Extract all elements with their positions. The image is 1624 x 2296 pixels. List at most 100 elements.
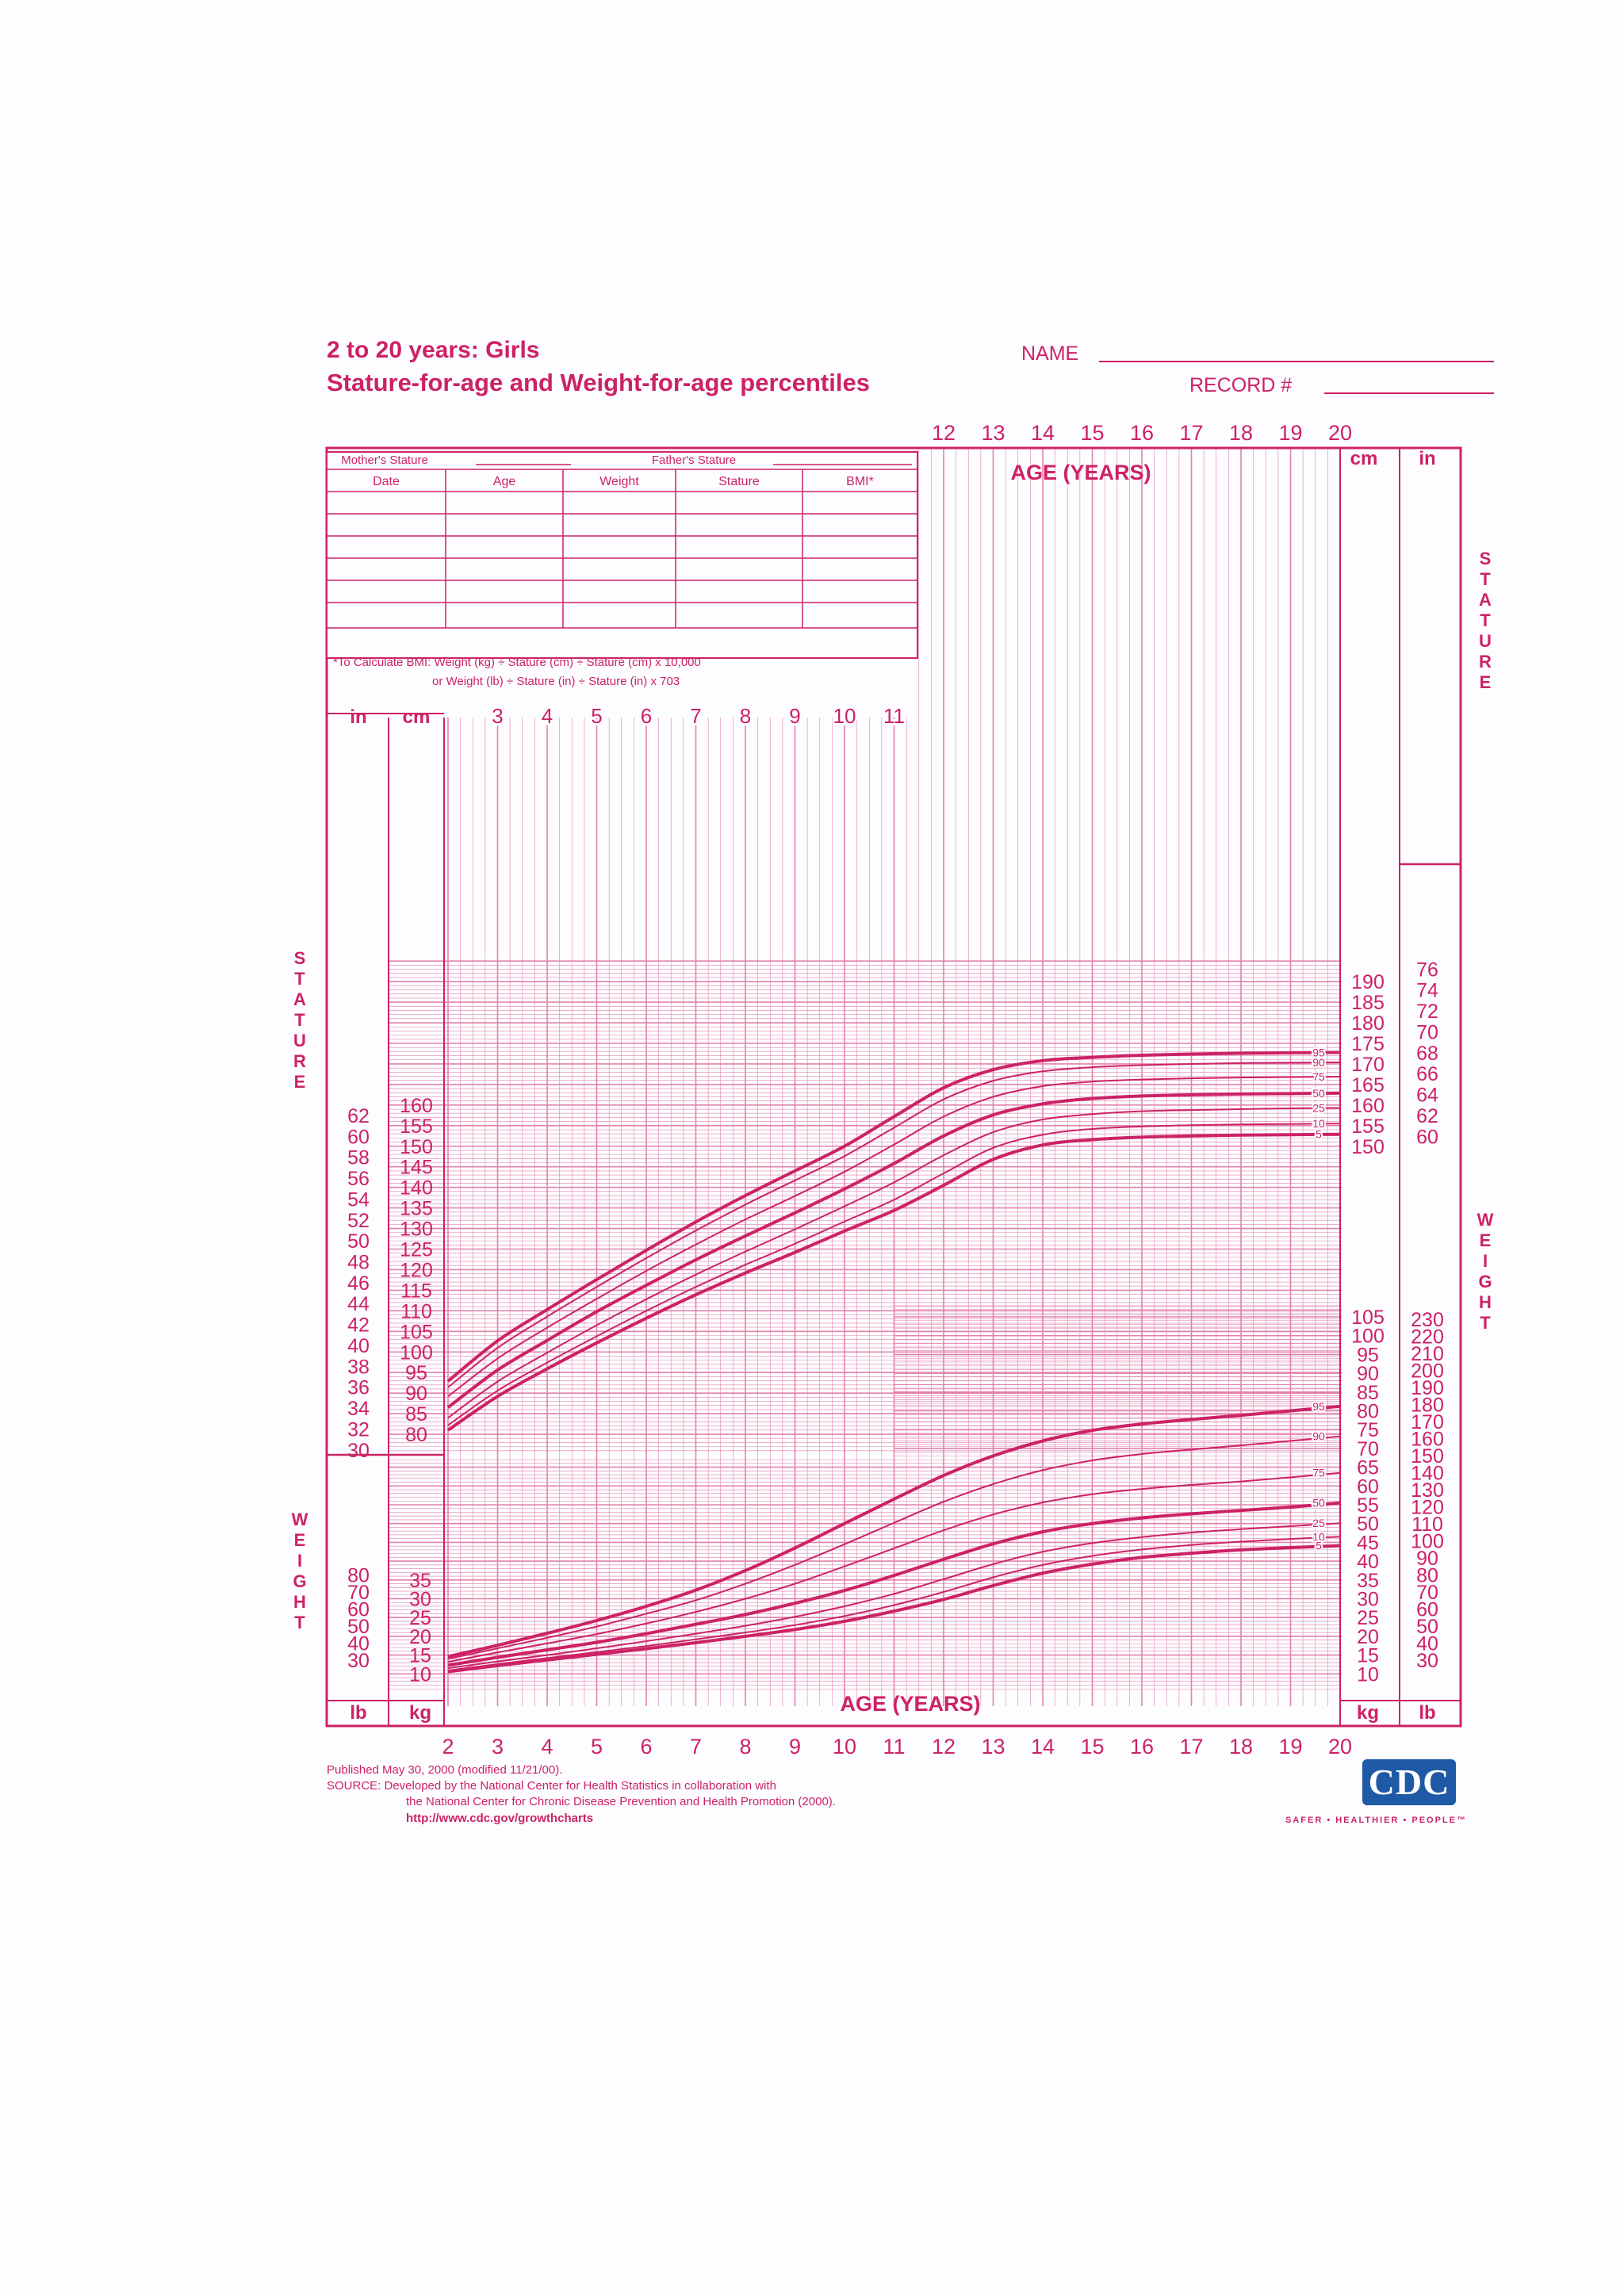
- svg-text:G: G: [293, 1571, 306, 1591]
- weight-right-kg-tick: 80: [1357, 1401, 1379, 1423]
- mother-stature-label: Mother's Stature: [341, 453, 428, 467]
- svg-text:G: G: [1478, 1272, 1492, 1292]
- chart-frame: [325, 446, 1462, 1728]
- x-tick-bottom: 2: [442, 1735, 454, 1758]
- weight-right-lb-tick: 70: [1416, 1582, 1438, 1604]
- weight-right-lb-tick: 180: [1411, 1395, 1444, 1417]
- weight-right-kg-tick: 65: [1357, 1457, 1379, 1479]
- x-tick-bottom: 3: [492, 1735, 504, 1758]
- weight-curve-p10: [447, 1536, 1341, 1672]
- weight-percentile-label-p10: 10: [1312, 1530, 1325, 1543]
- stature-percentile-label-p50: 50: [1312, 1087, 1325, 1100]
- weight-right-lb-tick: 200: [1411, 1360, 1444, 1383]
- stature-right-cm-tick: 160: [1351, 1095, 1385, 1117]
- stature-right-in-tick: 62: [1416, 1105, 1438, 1127]
- record-table: [326, 451, 918, 659]
- weight-percentile-label-p50: 50: [1312, 1497, 1325, 1510]
- weight-right-kg-tick: 45: [1357, 1532, 1379, 1554]
- record-table-header: Age: [493, 475, 516, 488]
- weight-curve-p50: [447, 1501, 1341, 1667]
- stature-left-cm-tick: 155: [400, 1115, 433, 1138]
- weight-right-unit-kg: kg: [1357, 1702, 1379, 1724]
- weight-percentile-label-p90: 90: [1312, 1430, 1325, 1443]
- stature-right-cm-tick: 155: [1351, 1115, 1385, 1138]
- x-tick-stature-inner: 4: [542, 704, 553, 728]
- x-tick-bottom: 16: [1130, 1735, 1154, 1758]
- svg-text:I: I: [1483, 1251, 1488, 1271]
- x-axis-label-bottom: AGE (YEARS): [840, 1692, 980, 1716]
- x-tick-stature-inner: 3: [492, 704, 503, 728]
- x-tick-stature-inner: 9: [789, 704, 800, 728]
- weight-left-lb-tick: 50: [347, 1616, 370, 1638]
- stature-percentile-label-p90: 90: [1312, 1056, 1325, 1069]
- weight-right-kg-tick: 10: [1357, 1663, 1379, 1686]
- record-field[interactable]: [1324, 392, 1494, 394]
- stature-left-in-tick: 40: [347, 1335, 370, 1357]
- page-title: 2 to 20 years: Girls: [327, 337, 540, 363]
- bmi-note-line-1: *To Calculate BMI: Weight (kg) ÷ Stature…: [333, 656, 701, 669]
- grid-lines: [389, 448, 1342, 1706]
- weight-right-lb-tick: 60: [1416, 1599, 1438, 1621]
- x-tick-top: 12: [932, 421, 956, 445]
- stature-left-in-tick: 48: [347, 1251, 370, 1273]
- svg-text:H: H: [293, 1592, 306, 1612]
- x-tick-bottom: 13: [981, 1735, 1005, 1758]
- weight-curve-p95: [447, 1404, 1341, 1659]
- stature-right-in-tick: 66: [1416, 1063, 1438, 1085]
- svg-text:S: S: [1480, 549, 1492, 568]
- svg-text:W: W: [1477, 1210, 1494, 1230]
- svg-text:E: E: [294, 1530, 306, 1550]
- stature-left-in-tick: 34: [347, 1398, 370, 1420]
- x-tick-top: 13: [981, 421, 1005, 445]
- weight-right-lb-tick: 140: [1411, 1463, 1444, 1485]
- x-tick-stature-inner: 10: [833, 704, 856, 728]
- weight-percentile-label-p95: 95: [1312, 1400, 1325, 1413]
- weight-curve-p25: [447, 1522, 1341, 1670]
- weight-right-kg-tick: 55: [1357, 1494, 1379, 1517]
- weight-left-lb-tick: 60: [347, 1599, 370, 1621]
- weight-left-kg-tick: 25: [409, 1607, 431, 1629]
- stature-left-cm-tick: 90: [405, 1383, 427, 1405]
- stature-right-cm-tick: 170: [1351, 1054, 1385, 1076]
- weight-left-unit-lb: lb: [350, 1702, 366, 1724]
- source-line-1: SOURCE: Developed by the National Center…: [327, 1779, 776, 1793]
- record-table-header: Date: [373, 475, 400, 488]
- weight-right-lb-tick: 120: [1411, 1497, 1444, 1519]
- stature-left-cm-tick: 125: [400, 1239, 433, 1261]
- stature-right-cm-tick: 180: [1351, 1012, 1385, 1035]
- x-axis-label-top: AGE (YEARS): [1010, 461, 1151, 484]
- svg-text:T: T: [294, 1613, 305, 1632]
- weight-right-lb-tick: 160: [1411, 1429, 1444, 1451]
- weight-right-lb-tick: 40: [1416, 1633, 1438, 1655]
- stature-left-cm-tick: 95: [405, 1362, 427, 1384]
- svg-text:T: T: [294, 969, 305, 989]
- stature-right-cm-tick: 165: [1351, 1074, 1385, 1096]
- x-tick-bottom: 9: [789, 1735, 801, 1758]
- stature-left-cm-tick: 120: [400, 1259, 433, 1281]
- stature-percentile-label-p95: 95: [1312, 1046, 1325, 1058]
- name-field[interactable]: [1099, 361, 1494, 362]
- x-tick-bottom: 10: [833, 1735, 856, 1758]
- record-table-header: Stature: [718, 475, 760, 488]
- weight-left-lb-tick: 40: [347, 1633, 370, 1655]
- x-tick-bottom: 12: [932, 1735, 956, 1758]
- stature-curve-p75: [447, 1076, 1341, 1398]
- stature-left-unit-in: in: [350, 706, 366, 728]
- svg-text:S: S: [294, 948, 306, 968]
- weight-left-kg-tick: 20: [409, 1626, 431, 1648]
- weight-left-lb-tick: 70: [347, 1582, 370, 1604]
- weight-right-kg-tick: 15: [1357, 1645, 1379, 1667]
- weight-percentile-label-p75: 75: [1312, 1467, 1325, 1479]
- source-url[interactable]: http://www.cdc.gov/growthcharts: [406, 1812, 594, 1825]
- weight-right-kg-tick: 70: [1357, 1438, 1379, 1460]
- stature-left-in-tick: 56: [347, 1168, 370, 1190]
- svg-text:E: E: [294, 1072, 306, 1092]
- x-tick-bottom: 8: [739, 1735, 751, 1758]
- stature-curve-p90: [447, 1061, 1341, 1388]
- weight-right-kg-tick: 85: [1357, 1382, 1379, 1404]
- stature-left-cm-tick: 135: [400, 1198, 433, 1220]
- svg-text:I: I: [297, 1551, 302, 1571]
- stature-curve-p10: [447, 1123, 1341, 1426]
- x-tick-bottom: 5: [591, 1735, 603, 1758]
